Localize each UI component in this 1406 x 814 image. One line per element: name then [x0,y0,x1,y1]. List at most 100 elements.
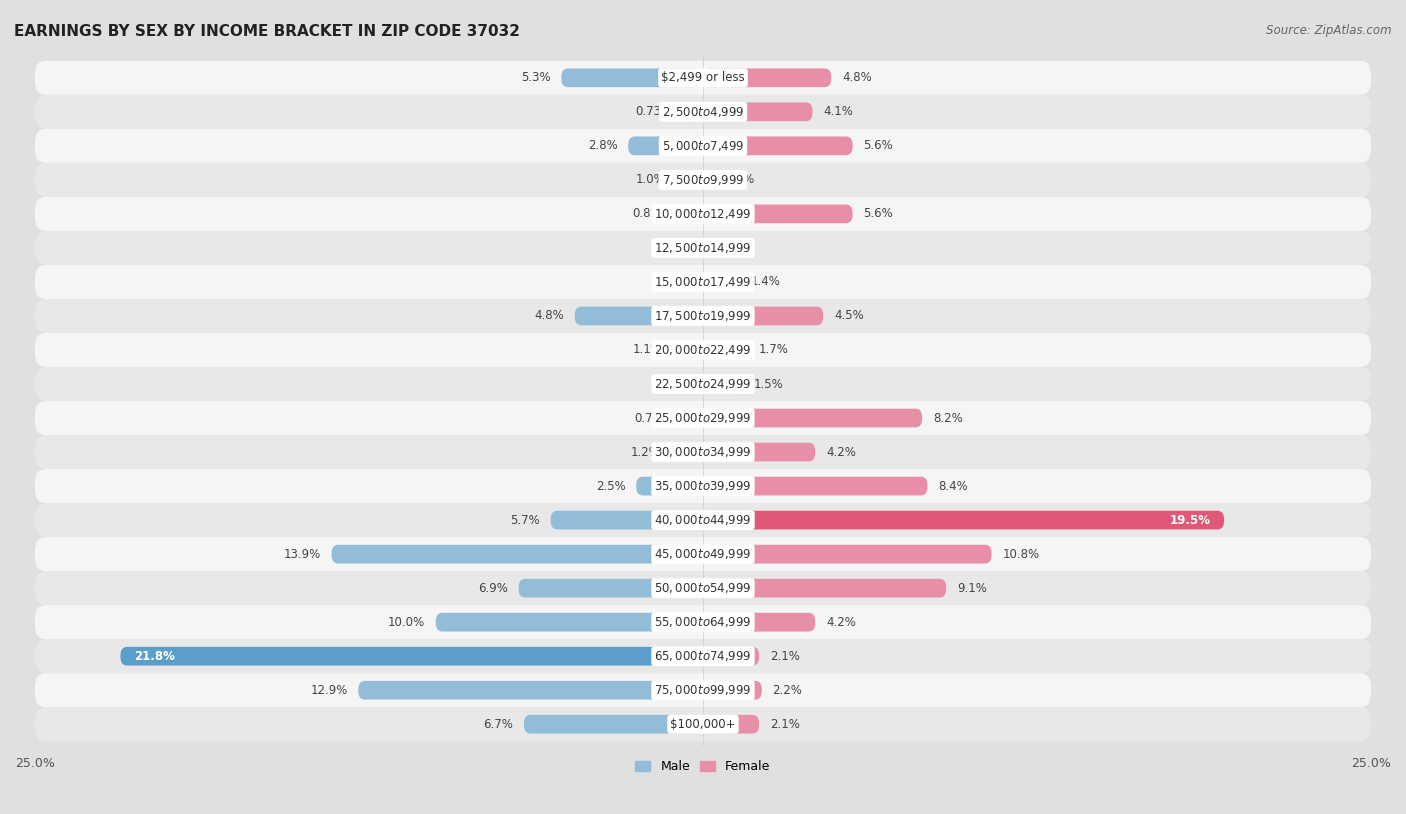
Text: $100,000+: $100,000+ [671,718,735,731]
Text: 4.5%: 4.5% [834,309,863,322]
Text: 5.7%: 5.7% [510,514,540,527]
FancyBboxPatch shape [35,367,1371,401]
FancyBboxPatch shape [524,715,703,733]
Text: Source: ZipAtlas.com: Source: ZipAtlas.com [1267,24,1392,37]
FancyBboxPatch shape [35,537,1371,571]
FancyBboxPatch shape [695,273,703,291]
FancyBboxPatch shape [703,681,762,699]
FancyBboxPatch shape [35,503,1371,537]
FancyBboxPatch shape [35,265,1371,299]
Text: 2.2%: 2.2% [772,684,803,697]
Text: 4.2%: 4.2% [825,445,856,458]
Text: $50,000 to $54,999: $50,000 to $54,999 [654,581,752,595]
Text: 4.2%: 4.2% [825,615,856,628]
Text: 8.4%: 8.4% [938,479,967,492]
Text: $35,000 to $39,999: $35,000 to $39,999 [654,479,752,493]
FancyBboxPatch shape [436,613,703,632]
Text: 0.3%: 0.3% [655,242,685,255]
Text: $22,500 to $24,999: $22,500 to $24,999 [654,377,752,391]
FancyBboxPatch shape [682,409,703,427]
FancyBboxPatch shape [703,307,824,326]
Text: 4.8%: 4.8% [534,309,564,322]
FancyBboxPatch shape [35,61,1371,94]
FancyBboxPatch shape [519,579,703,597]
Legend: Male, Female: Male, Female [630,755,776,778]
Text: 1.0%: 1.0% [636,173,665,186]
FancyBboxPatch shape [35,435,1371,469]
FancyBboxPatch shape [683,103,703,121]
Text: 6.9%: 6.9% [478,582,508,595]
Text: 2.1%: 2.1% [770,718,800,731]
FancyBboxPatch shape [703,647,759,666]
Text: 2.1%: 2.1% [770,650,800,663]
Text: $7,500 to $9,999: $7,500 to $9,999 [662,173,744,187]
Text: 0.14%: 0.14% [717,173,755,186]
Text: 1.5%: 1.5% [754,378,783,391]
Text: 0.3%: 0.3% [655,275,685,288]
FancyBboxPatch shape [703,409,922,427]
FancyBboxPatch shape [35,197,1371,231]
FancyBboxPatch shape [700,170,710,189]
Text: 0.85%: 0.85% [633,208,669,221]
FancyBboxPatch shape [35,469,1371,503]
FancyBboxPatch shape [695,239,703,257]
FancyBboxPatch shape [35,231,1371,265]
Text: EARNINGS BY SEX BY INCOME BRACKET IN ZIP CODE 37032: EARNINGS BY SEX BY INCOME BRACKET IN ZIP… [14,24,520,39]
Text: 1.2%: 1.2% [630,445,661,458]
Text: $25,000 to $29,999: $25,000 to $29,999 [654,411,752,425]
Text: $2,499 or less: $2,499 or less [661,72,745,85]
Text: 12.9%: 12.9% [311,684,347,697]
FancyBboxPatch shape [35,94,1371,129]
FancyBboxPatch shape [703,613,815,632]
FancyBboxPatch shape [35,571,1371,605]
Text: $20,000 to $22,499: $20,000 to $22,499 [654,343,752,357]
Text: $45,000 to $49,999: $45,000 to $49,999 [654,547,752,561]
FancyBboxPatch shape [671,443,703,462]
FancyBboxPatch shape [561,68,703,87]
Text: $65,000 to $74,999: $65,000 to $74,999 [654,650,752,663]
FancyBboxPatch shape [703,137,852,155]
Text: 4.8%: 4.8% [842,72,872,85]
Text: 0.73%: 0.73% [636,105,673,118]
Text: 10.8%: 10.8% [1002,548,1039,561]
Text: 1.7%: 1.7% [759,344,789,357]
Text: 2.8%: 2.8% [588,139,617,152]
FancyBboxPatch shape [673,340,703,359]
Text: 21.8%: 21.8% [134,650,174,663]
FancyBboxPatch shape [551,510,703,529]
FancyBboxPatch shape [703,715,759,733]
FancyBboxPatch shape [676,170,703,189]
FancyBboxPatch shape [681,204,703,223]
FancyBboxPatch shape [628,137,703,155]
FancyBboxPatch shape [703,340,748,359]
FancyBboxPatch shape [35,605,1371,639]
Text: 1.1%: 1.1% [633,344,662,357]
FancyBboxPatch shape [35,639,1371,673]
FancyBboxPatch shape [575,307,703,326]
FancyBboxPatch shape [703,273,741,291]
FancyBboxPatch shape [332,545,703,563]
Text: 19.5%: 19.5% [1170,514,1211,527]
FancyBboxPatch shape [121,647,703,666]
FancyBboxPatch shape [703,103,813,121]
FancyBboxPatch shape [35,299,1371,333]
FancyBboxPatch shape [703,545,991,563]
Text: $12,500 to $14,999: $12,500 to $14,999 [654,241,752,255]
Text: 0.07%: 0.07% [716,242,752,255]
FancyBboxPatch shape [35,333,1371,367]
Text: $2,500 to $4,999: $2,500 to $4,999 [662,105,744,119]
FancyBboxPatch shape [703,374,744,393]
Text: $40,000 to $44,999: $40,000 to $44,999 [654,513,752,527]
FancyBboxPatch shape [35,673,1371,707]
Text: $17,500 to $19,999: $17,500 to $19,999 [654,309,752,323]
FancyBboxPatch shape [703,68,831,87]
Text: 5.6%: 5.6% [863,208,893,221]
FancyBboxPatch shape [35,129,1371,163]
Text: 8.2%: 8.2% [932,412,963,425]
Text: $75,000 to $99,999: $75,000 to $99,999 [654,683,752,698]
Text: 4.1%: 4.1% [824,105,853,118]
FancyBboxPatch shape [703,443,815,462]
FancyBboxPatch shape [636,477,703,496]
Text: $15,000 to $17,499: $15,000 to $17,499 [654,275,752,289]
Text: 1.4%: 1.4% [751,275,780,288]
